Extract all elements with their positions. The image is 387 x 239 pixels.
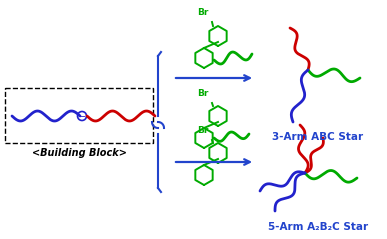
Text: Br: Br bbox=[197, 126, 208, 135]
Text: 3-Arm ABC Star: 3-Arm ABC Star bbox=[272, 132, 363, 142]
Text: −: − bbox=[78, 112, 86, 122]
Text: Br: Br bbox=[197, 89, 208, 98]
Text: Br: Br bbox=[197, 8, 208, 17]
Text: 5-Arm A₂B₂C Star: 5-Arm A₂B₂C Star bbox=[268, 222, 368, 232]
Text: <Building Block>: <Building Block> bbox=[32, 148, 127, 158]
FancyBboxPatch shape bbox=[5, 88, 153, 143]
